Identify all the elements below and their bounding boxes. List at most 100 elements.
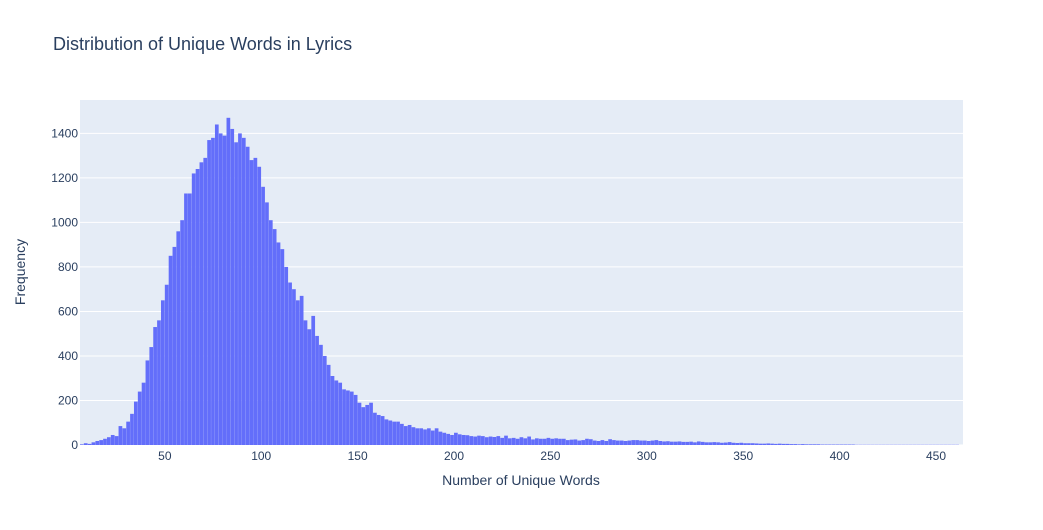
histogram-bar	[793, 444, 797, 445]
histogram-bar	[789, 444, 793, 445]
chart-title: Distribution of Unique Words in Lyrics	[53, 34, 352, 54]
histogram-bar	[184, 193, 188, 445]
histogram-bar	[238, 133, 242, 445]
histogram-bar	[739, 443, 743, 445]
x-tick-label: 250	[540, 449, 560, 463]
histogram-bar	[130, 414, 134, 445]
histogram-bar	[288, 283, 292, 445]
histogram-bar	[728, 442, 732, 445]
histogram-bar	[504, 436, 508, 445]
histogram-bar	[469, 436, 473, 445]
histogram-bar	[674, 442, 678, 445]
histogram-bar	[616, 441, 620, 445]
histogram-bar	[751, 443, 755, 445]
histogram-bar	[759, 444, 763, 445]
histogram-bar	[281, 249, 285, 445]
histogram-bar	[215, 124, 219, 445]
histogram-bar	[705, 442, 709, 445]
histogram-bar	[809, 444, 813, 445]
histogram-bar	[481, 436, 485, 445]
histogram-bar	[111, 435, 115, 445]
histogram-bar	[304, 320, 308, 445]
histogram-bar	[265, 202, 269, 445]
x-tick-label: 200	[444, 449, 464, 463]
histogram-bar	[473, 437, 477, 445]
histogram-bar	[381, 416, 385, 445]
histogram-bar	[562, 439, 566, 445]
histogram-bar	[593, 441, 597, 445]
histogram-bar	[466, 435, 470, 445]
histogram-bar	[496, 436, 500, 445]
histogram-bar	[277, 242, 281, 445]
histogram-bar	[196, 169, 200, 445]
histogram-bar	[762, 444, 766, 445]
histogram-bar	[485, 437, 489, 445]
histogram-bar	[122, 428, 126, 445]
histogram-bar	[138, 392, 142, 445]
histogram-bar	[766, 443, 770, 445]
histogram-bar	[400, 424, 404, 445]
histogram-bar	[346, 390, 350, 445]
histogram-bar	[169, 256, 173, 445]
y-tick-label: 400	[58, 349, 78, 363]
histogram-bar	[570, 440, 574, 445]
histogram-bar	[227, 118, 231, 445]
histogram-bar	[535, 438, 539, 445]
histogram-bar	[782, 444, 786, 445]
histogram-bar	[581, 440, 585, 445]
histogram-bar	[639, 441, 643, 445]
histogram-bar	[682, 442, 686, 445]
histogram-bar	[462, 435, 466, 445]
histogram-bar	[786, 444, 790, 445]
histogram-bar	[543, 439, 547, 445]
histogram-bar	[134, 402, 138, 445]
x-tick-label: 450	[926, 449, 946, 463]
histogram-bar	[442, 433, 446, 445]
y-tick-label: 1400	[51, 126, 78, 140]
x-axis-title: Number of Unique Words	[442, 472, 600, 488]
histogram-bar	[408, 425, 412, 445]
histogram-bar	[142, 383, 146, 445]
histogram-bar	[419, 428, 423, 445]
histogram-bar	[816, 444, 820, 445]
histogram-bar	[207, 140, 211, 445]
histogram-bar	[223, 136, 227, 445]
histogram-bar	[516, 439, 520, 445]
histogram-bar	[624, 441, 628, 445]
histogram-bar	[284, 267, 288, 445]
histogram-bar	[119, 426, 123, 445]
histogram-bar	[477, 436, 481, 445]
histogram-bar	[99, 440, 103, 445]
histogram-bar	[415, 428, 419, 445]
histogram-bar	[412, 427, 416, 445]
histogram-bar	[361, 407, 365, 445]
histogram-bar	[307, 329, 311, 445]
histogram-bar	[693, 442, 697, 445]
histogram-bar	[493, 437, 497, 445]
y-tick-label: 600	[58, 304, 78, 318]
histogram-bar	[257, 167, 261, 445]
histogram-bar	[269, 220, 273, 445]
histogram-bar	[743, 443, 747, 445]
histogram-bar	[404, 426, 408, 445]
histogram-bar	[427, 428, 431, 445]
histogram-bar	[200, 162, 204, 445]
histogram-bar	[732, 443, 736, 445]
histogram-bar	[709, 442, 713, 445]
histogram-bar	[161, 300, 165, 445]
histogram-bar	[153, 327, 157, 445]
y-axis-title: Frequency	[12, 239, 28, 305]
histogram-bar	[550, 439, 554, 445]
histogram-bar	[612, 440, 616, 445]
histogram-bar	[720, 443, 724, 445]
histogram-bar	[180, 220, 184, 445]
histogram-bar	[508, 438, 512, 445]
histogram-bar	[234, 142, 238, 445]
histogram-bar	[230, 129, 234, 445]
histogram-bar	[523, 438, 527, 445]
histogram-bar	[327, 365, 331, 445]
histogram-bar	[250, 160, 254, 445]
histogram-bar	[219, 133, 223, 445]
histogram-bar	[512, 438, 516, 445]
